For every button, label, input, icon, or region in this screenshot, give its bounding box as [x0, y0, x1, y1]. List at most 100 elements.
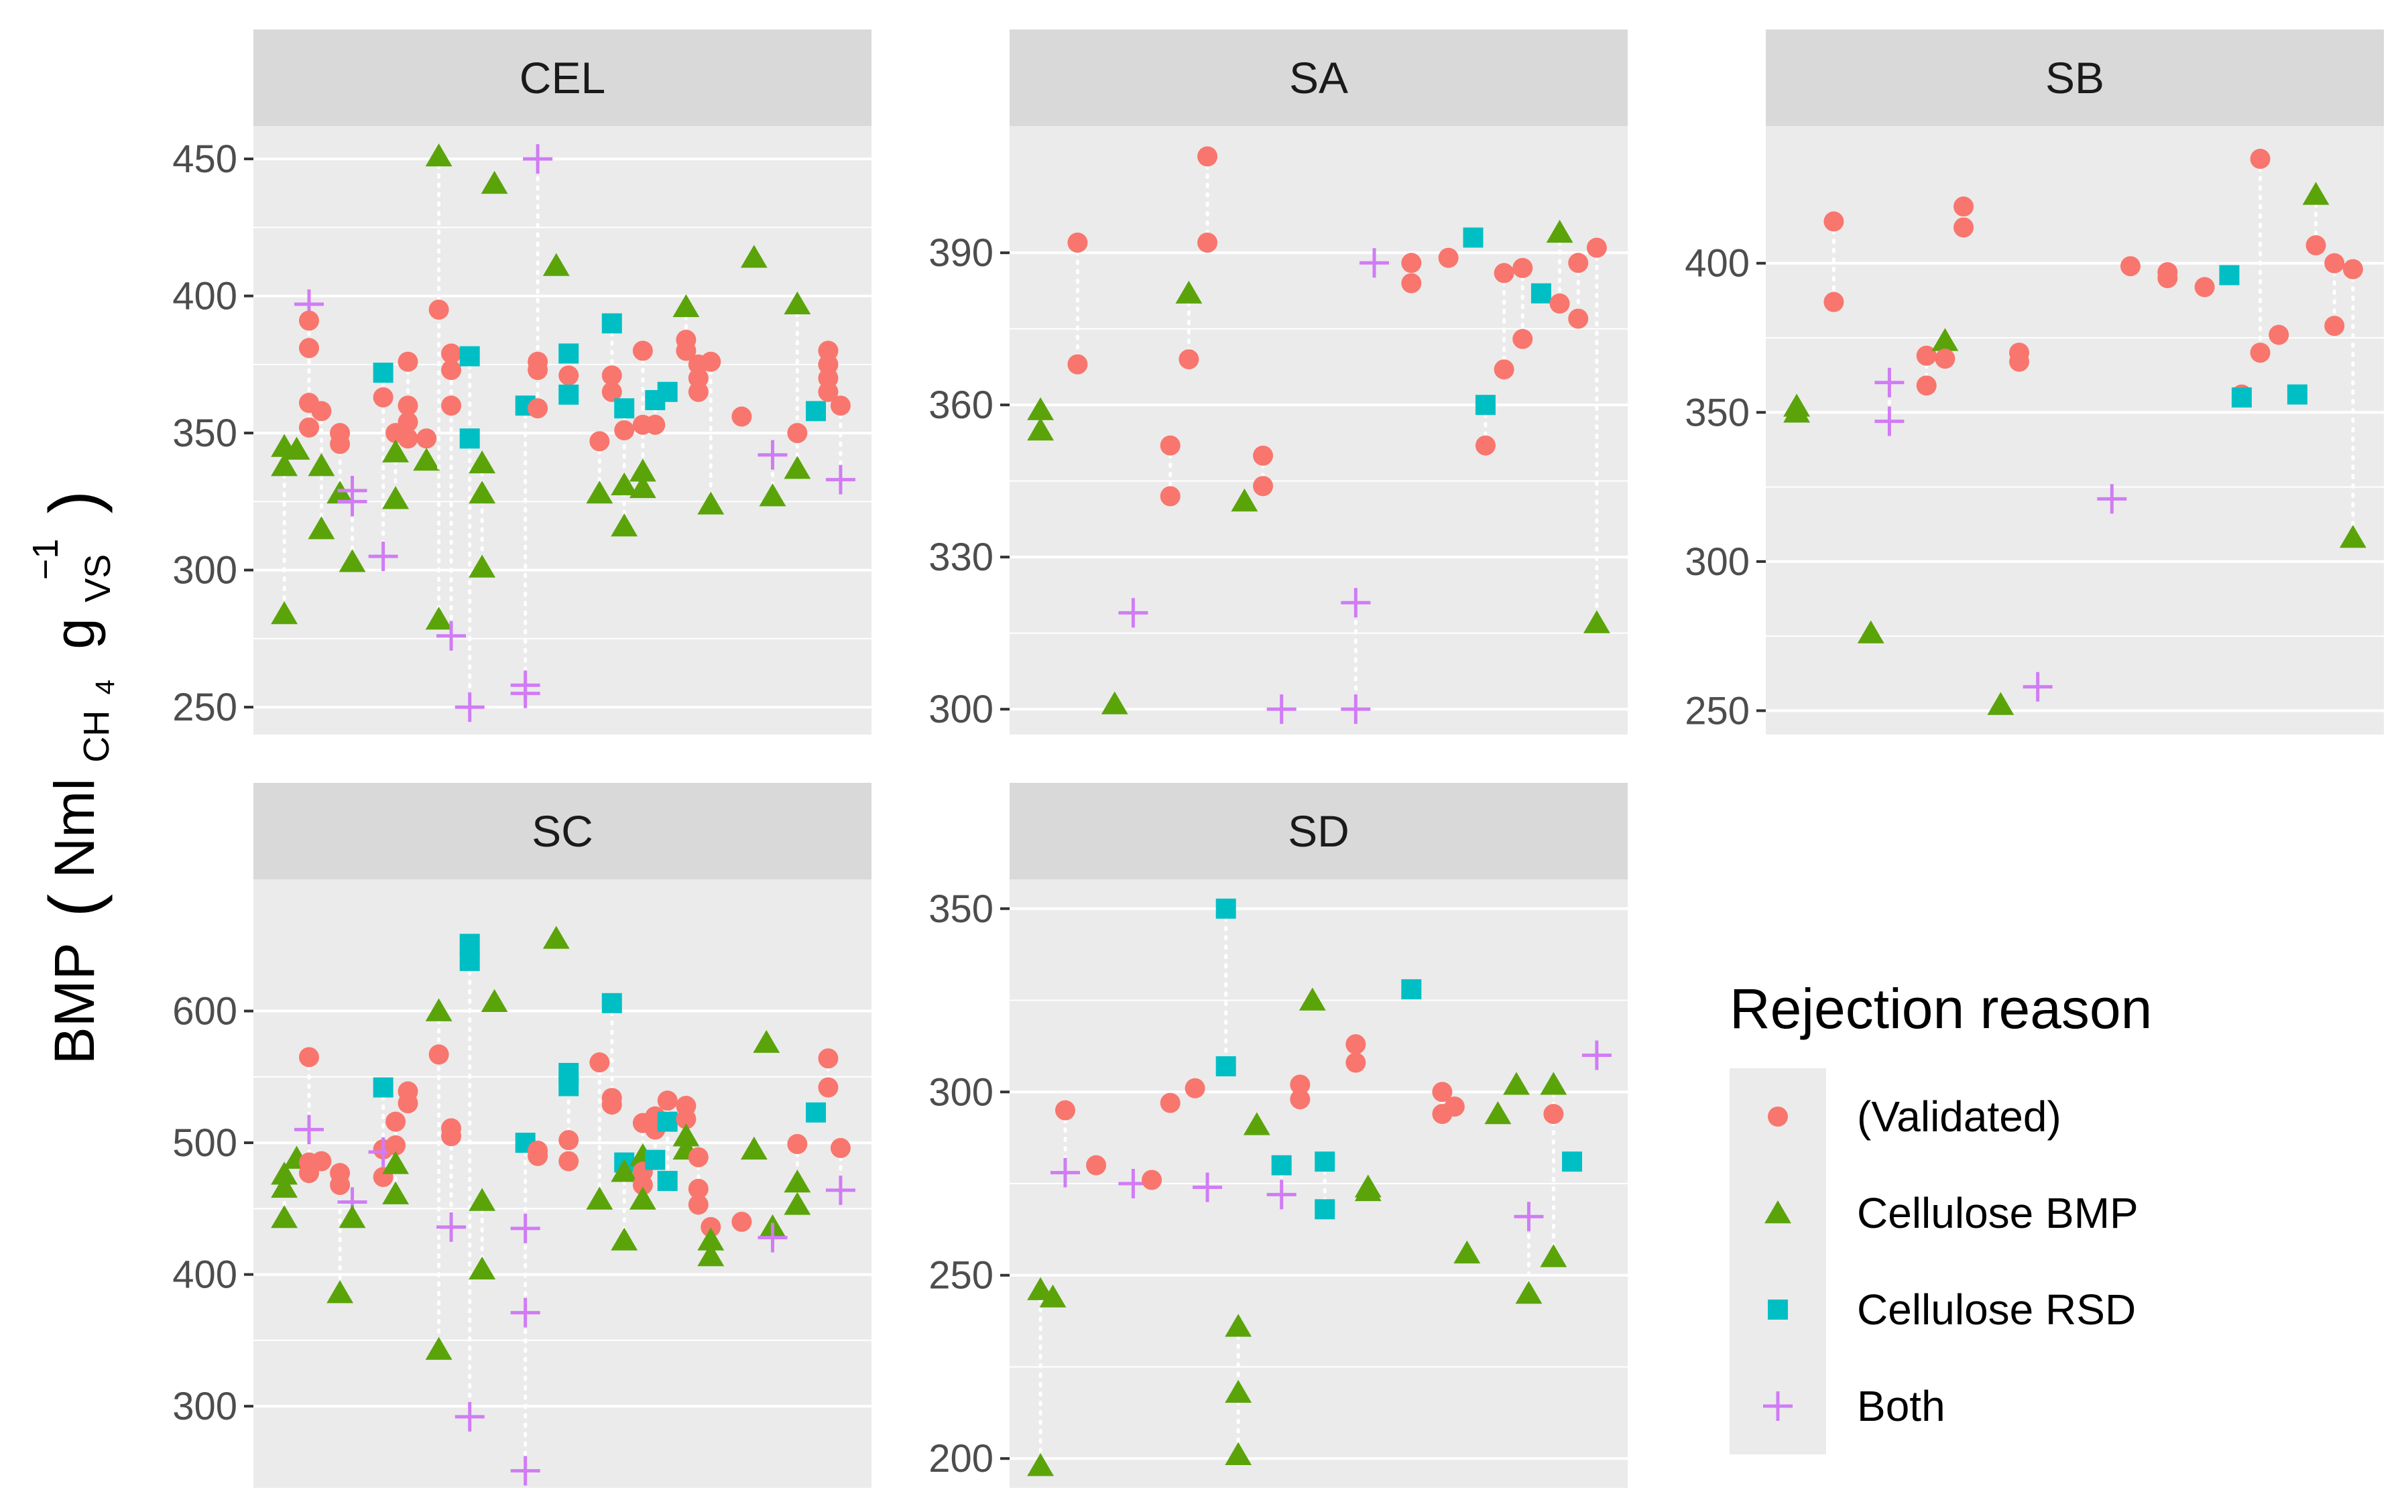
data-point-validated [1823, 211, 1844, 232]
data-point-validated [1345, 1052, 1366, 1073]
data-point-validated [441, 395, 462, 416]
data-point-validated [1512, 257, 1533, 278]
strip-sd [1010, 783, 1628, 879]
strip-label: SB [2045, 53, 2104, 103]
data-point-cel_bmp [481, 170, 508, 194]
data-point-cel_bmp [382, 1151, 410, 1174]
y-tick-label: 200 [928, 1437, 994, 1480]
data-point-cel_rsd [806, 1102, 827, 1123]
data-point-validated [688, 1178, 709, 1199]
data-point-validated [1916, 345, 1937, 366]
data-point-validated [601, 1094, 622, 1115]
data-point-validated [1197, 146, 1218, 167]
y-axis-title-unit-sub-num: 4 [91, 680, 120, 694]
data-point-validated [311, 401, 332, 422]
data-point-cel_bmp [1231, 488, 1258, 512]
data-point-validated [688, 1194, 709, 1215]
data-point-cel_bmp [2339, 525, 2366, 548]
data-point-cel_bmp [1540, 1072, 1567, 1095]
strip-label: SD [1288, 806, 1349, 856]
data-point-validated [818, 1077, 839, 1098]
data-point-cel_bmp [283, 436, 310, 460]
data-point-validated [1953, 196, 1974, 217]
legend-title: Rejection reason [1730, 977, 2152, 1040]
data-point-cel_bmp [1225, 1442, 1252, 1465]
data-point-cel_bmp [271, 1174, 298, 1198]
data-point-cel_bmp [271, 1205, 298, 1228]
data-point-validated [2324, 316, 2345, 336]
data-point-validated [311, 1151, 332, 1172]
data-point-cel_bmp [425, 143, 453, 167]
y-axis-title-paren-open: ( [36, 893, 113, 917]
data-point-cel_bmp [759, 483, 786, 507]
y-axis-title-unit-sub: CH [76, 710, 117, 763]
data-point-validated [558, 365, 579, 386]
data-point-both [1359, 248, 1389, 278]
data-point-cel_bmp [672, 294, 700, 318]
data-point-validated [1142, 1170, 1162, 1190]
data-point-validated [558, 1130, 579, 1151]
legend-key-validated [1768, 1107, 1788, 1127]
y-tick-label: 250 [172, 686, 237, 729]
data-point-cel_rsd [2287, 384, 2307, 405]
data-point-cel_bmp [1175, 280, 1203, 304]
data-point-validated [330, 1174, 351, 1195]
data-point-cel_rsd [2219, 265, 2240, 286]
data-point-cel_rsd [558, 343, 579, 364]
data-point-cel_bmp [1027, 1453, 1055, 1476]
data-point-cel_rsd [459, 934, 480, 954]
data-point-cel_rsd [2231, 387, 2252, 408]
data-point-both [368, 542, 398, 572]
data-point-both [510, 1213, 540, 1243]
data-point-validated [330, 434, 351, 454]
data-point-cel_rsd [1315, 1199, 1335, 1220]
data-point-both [1193, 1172, 1223, 1202]
data-point-validated [428, 300, 449, 320]
data-point-cel_bmp [1027, 418, 1055, 441]
data-point-cel_bmp [339, 1205, 366, 1228]
legend-label-cel_bmp: Cellulose BMP [1857, 1189, 2139, 1237]
data-point-both [1118, 598, 1148, 628]
data-point-validated [558, 1151, 579, 1172]
data-point-cel_bmp [542, 926, 570, 949]
data-point-cel_rsd [1475, 395, 1496, 416]
data-point-validated [1494, 263, 1514, 284]
data-point-cel_bmp [1515, 1281, 1543, 1304]
data-point-cel_bmp [1453, 1240, 1481, 1264]
legend: Rejection reason (Validated) Cellulose BM… [1730, 977, 2152, 1454]
data-point-cel_bmp [271, 453, 298, 477]
data-point-validated [1568, 308, 1589, 329]
strip-sb [1766, 29, 2384, 126]
strip-sc [253, 783, 871, 879]
data-point-validated [398, 351, 418, 372]
data-point-cel_bmp [271, 601, 298, 625]
data-point-both [758, 1222, 788, 1253]
data-point-both [1514, 1202, 1544, 1232]
data-point-validated [298, 310, 319, 331]
data-point-cel_rsd [1271, 1155, 1292, 1176]
data-point-validated [731, 406, 752, 427]
legend-key-cel_rsd [1768, 1300, 1788, 1320]
data-point-cel_rsd [1463, 227, 1484, 248]
data-point-validated [1086, 1155, 1107, 1176]
data-point-both [1266, 694, 1297, 724]
panel-sd: SD 200 250 300 350 [928, 783, 1628, 1488]
data-point-cel_bmp [326, 1280, 354, 1304]
data-point-validated [1401, 273, 1422, 294]
data-point-cel_bmp [1484, 1101, 1512, 1125]
data-point-cel_bmp [1987, 692, 2014, 715]
data-point-cel_rsd [1530, 283, 1551, 304]
y-axis-title-unit: Nml [43, 778, 106, 878]
data-point-validated [2157, 268, 2178, 288]
data-point-validated [373, 387, 394, 407]
data-point-both [510, 1456, 540, 1486]
data-point-cel_rsd [657, 1171, 678, 1192]
data-point-validated [1067, 233, 1088, 253]
data-point-validated [818, 381, 839, 402]
data-point-validated [1160, 1092, 1181, 1113]
data-point-both [337, 487, 367, 517]
y-tick-label: 300 [172, 1385, 237, 1428]
y-tick-label: 360 [928, 383, 994, 427]
data-point-cel_rsd [558, 384, 579, 405]
